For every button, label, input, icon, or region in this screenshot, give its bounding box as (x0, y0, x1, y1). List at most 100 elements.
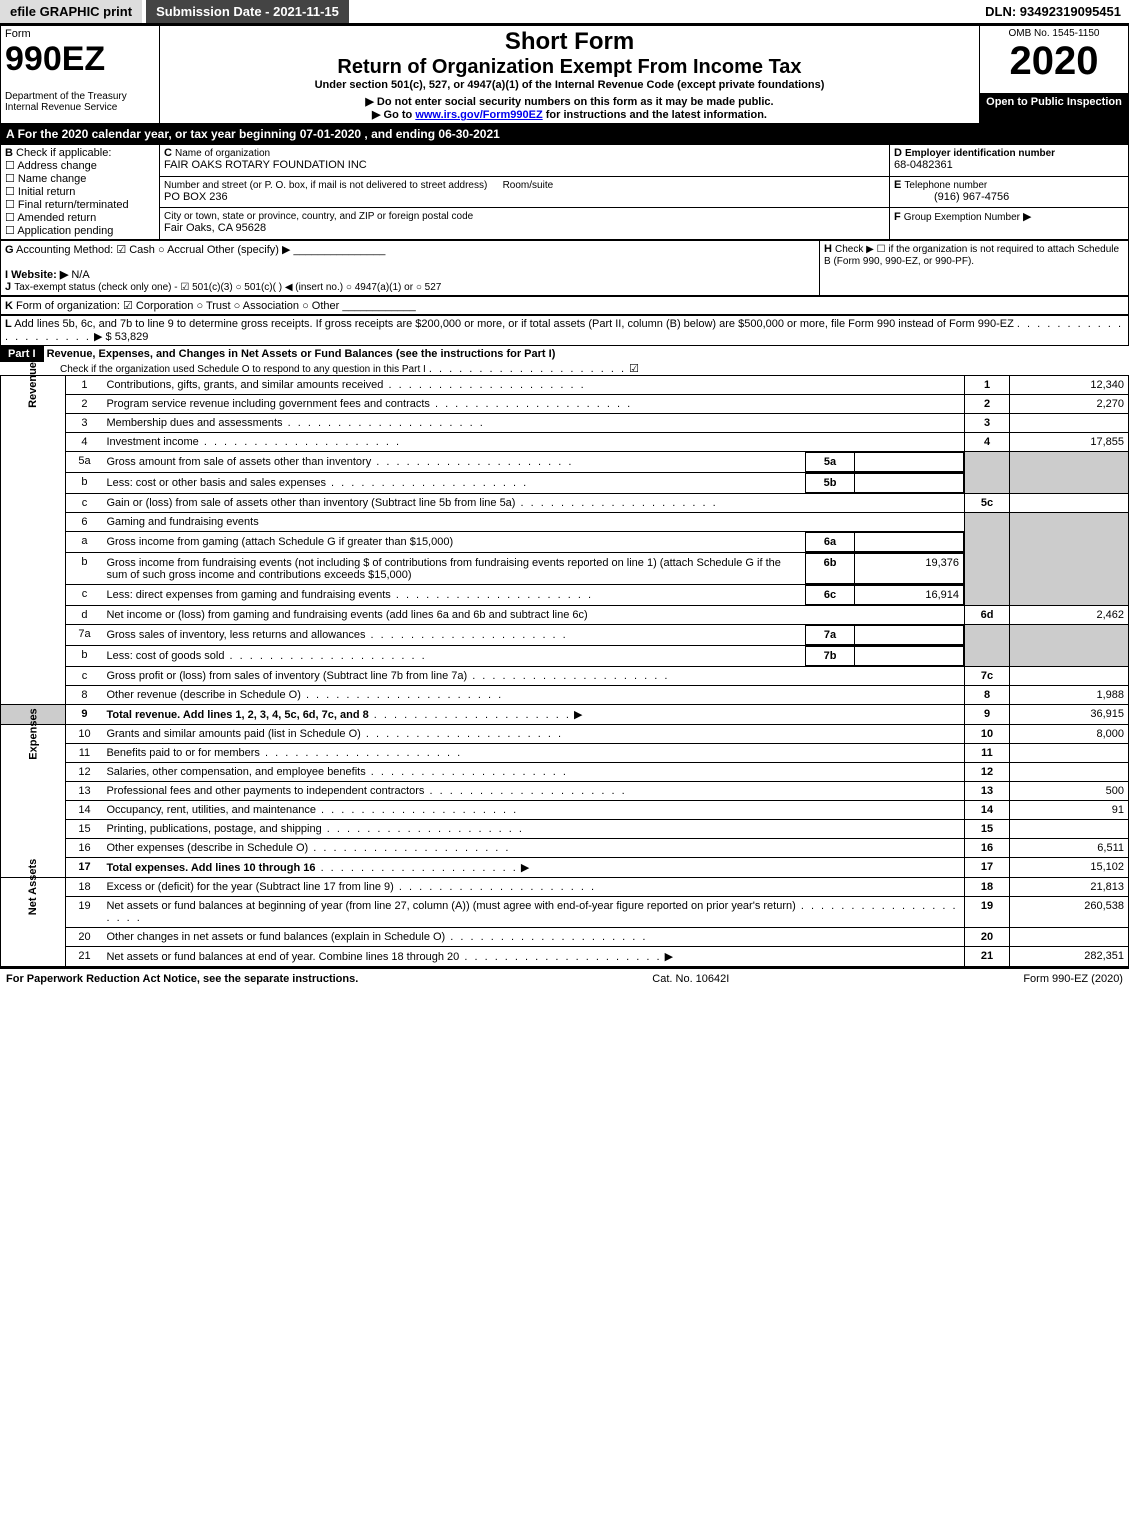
line-6d-rn: 6d (965, 606, 1010, 625)
line-3-rn: 3 (965, 414, 1010, 433)
line-20-num: 20 (66, 928, 103, 947)
line-7c-desc: Gross profit or (loss) from sales of inv… (106, 670, 467, 682)
line-6a-desc: Gross income from gaming (attach Schedul… (106, 536, 453, 548)
line-5c-rn: 5c (965, 494, 1010, 513)
line-19-num: 19 (66, 897, 103, 928)
line-2-num: 2 (66, 395, 103, 414)
line-15-rn: 15 (965, 820, 1010, 839)
line-3-desc: Membership dues and assessments (106, 417, 282, 429)
line-18-num: 18 (66, 878, 103, 897)
line-7c-num: c (66, 667, 103, 686)
line-6a-num: a (66, 532, 103, 553)
line-16-rn: 16 (965, 839, 1010, 858)
line-19-desc: Net assets or fund balances at beginning… (106, 900, 795, 912)
chk-other[interactable]: Other (specify) ▶ (207, 244, 291, 256)
letter-e: E (894, 179, 901, 191)
line-10-num: 10 (66, 725, 103, 744)
phone-value: (916) 967-4756 (894, 191, 1009, 203)
under-section: Under section 501(c), 527, or 4947(a)(1)… (164, 79, 975, 91)
gh-block: G Accounting Method: Cash Accrual Other … (0, 240, 1129, 296)
line-13-desc: Professional fees and other payments to … (106, 785, 424, 797)
addr-value: PO BOX 236 (164, 191, 228, 203)
line-14-rn: 14 (965, 801, 1010, 820)
line-5b-mid: 5b (806, 474, 855, 493)
chk-initial-return[interactable]: Initial return (5, 186, 75, 198)
submission-date-button[interactable]: Submission Date - 2021-11-15 (146, 0, 349, 23)
line-16-val: 6,511 (1010, 839, 1129, 858)
expenses-sidetab: Expenses (1, 725, 66, 878)
line-10-val: 8,000 (1010, 725, 1129, 744)
line-5c-num: c (66, 494, 103, 513)
line-1-num: 1 (66, 376, 103, 395)
line-10-rn: 10 (965, 725, 1010, 744)
line-7b-mid: 7b (806, 647, 855, 666)
chk-application-pending[interactable]: Application pending (5, 225, 113, 237)
line-17-num: 17 (66, 858, 103, 878)
line-21-desc: Net assets or fund balances at end of ye… (106, 951, 459, 963)
identity-block: B Check if applicable: Address change Na… (0, 144, 1129, 240)
letter-g: G (5, 244, 14, 256)
letter-b: B (5, 147, 13, 159)
line-17-val: 15,102 (1010, 858, 1129, 878)
org-name: FAIR OAKS ROTARY FOUNDATION INC (164, 159, 367, 171)
line-6d-desc: Net income or (loss) from gaming and fun… (106, 609, 587, 621)
period-line-a: A For the 2020 calendar year, or tax yea… (0, 124, 1129, 144)
omb-number: OMB No. 1545-1150 (984, 28, 1124, 39)
open-to-public: Open to Public Inspection (980, 93, 1129, 124)
line-20-val (1010, 928, 1129, 947)
chk-address-change[interactable]: Address change (5, 160, 97, 172)
line-12-num: 12 (66, 763, 103, 782)
line-9-desc: Total revenue. Add lines 1, 2, 3, 4, 5c,… (106, 709, 368, 721)
phone-label: Telephone number (904, 180, 987, 191)
line-4-rn: 4 (965, 433, 1010, 452)
chk-name-change[interactable]: Name change (5, 173, 86, 185)
letter-d: D (894, 147, 902, 159)
goto-post: for instructions and the latest informat… (546, 109, 767, 121)
form-number: 990EZ (5, 40, 155, 79)
letter-f: F (894, 211, 901, 223)
line-9-num: 9 (66, 705, 103, 725)
line-5b-num: b (66, 473, 103, 494)
line-7a-mid: 7a (806, 626, 855, 645)
line-6d-val: 2,462 (1010, 606, 1129, 625)
irs-link[interactable]: www.irs.gov/Form990EZ (415, 109, 542, 121)
letter-k: K (5, 300, 13, 312)
line-8-num: 8 (66, 686, 103, 705)
letter-i: I (5, 269, 8, 281)
line-12-val (1010, 763, 1129, 782)
schedule-o-checkbox[interactable]: ☑ (629, 363, 639, 375)
ssn-warning: Do not enter social security numbers on … (164, 95, 975, 108)
line-6c-desc: Less: direct expenses from gaming and fu… (106, 589, 390, 601)
line-7b-desc: Less: cost of goods sold (106, 650, 224, 662)
line-9-val: 36,915 (1010, 705, 1129, 725)
line-3-val (1010, 414, 1129, 433)
chk-accrual[interactable]: Accrual (158, 244, 204, 256)
accounting-method-label: Accounting Method: (16, 244, 113, 256)
line-9-rn: 9 (965, 705, 1010, 725)
line-15-desc: Printing, publications, postage, and shi… (106, 823, 321, 835)
ein-label: Employer identification number (905, 148, 1055, 159)
line-14-num: 14 (66, 801, 103, 820)
schedule-b-check: Check ▶ ☐ if the organization is not req… (824, 244, 1119, 267)
schedule-o-check-text: Check if the organization used Schedule … (0, 364, 426, 375)
chk-final-return[interactable]: Final return/terminated (5, 199, 129, 211)
line-7c-val (1010, 667, 1129, 686)
line-1-rn: 1 (965, 376, 1010, 395)
chk-cash[interactable]: Cash (116, 244, 155, 256)
line-14-desc: Occupancy, rent, utilities, and maintena… (106, 804, 316, 816)
line-18-val: 21,813 (1010, 878, 1129, 897)
city-label: City or town, state or province, country… (164, 211, 473, 222)
line-5b-desc: Less: cost or other basis and sales expe… (106, 477, 326, 489)
line-6c-num: c (66, 585, 103, 606)
dln-label: DLN: 93492319095451 (977, 0, 1129, 23)
efile-print-button[interactable]: efile GRAPHIC print (0, 0, 142, 23)
letter-a: A (6, 127, 14, 141)
line-21-val: 282,351 (1010, 947, 1129, 967)
group-exemption-arrow: ▶ (1023, 211, 1031, 223)
line-7a-num: 7a (66, 625, 103, 646)
short-form-title: Short Form (164, 28, 975, 56)
line-6d-num: d (66, 606, 103, 625)
chk-amended-return[interactable]: Amended return (5, 212, 96, 224)
form-header: Form 990EZ Department of the Treasury In… (0, 25, 1129, 124)
line-6-num: 6 (66, 513, 103, 532)
